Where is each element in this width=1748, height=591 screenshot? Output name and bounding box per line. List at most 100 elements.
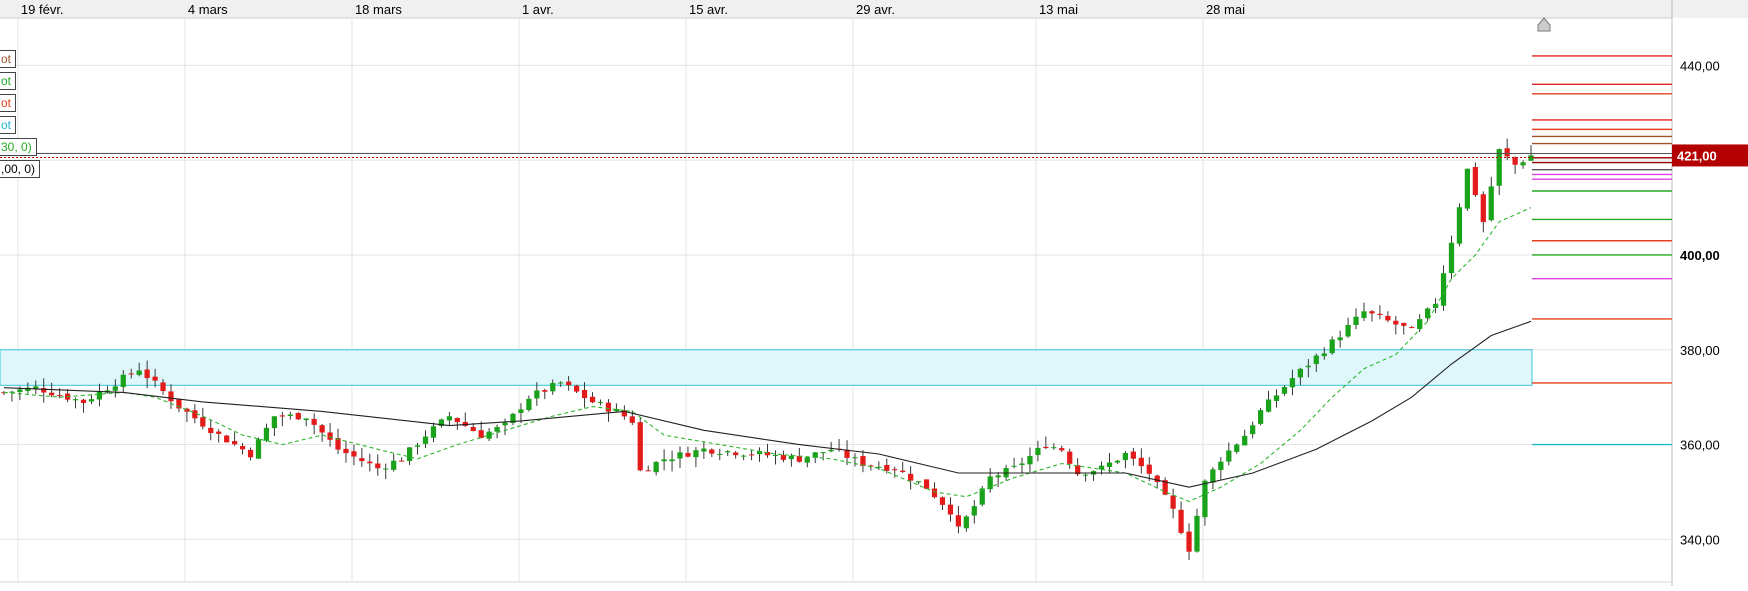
candle-body	[1011, 465, 1017, 467]
candle-body	[80, 399, 87, 404]
candle-body	[558, 382, 564, 384]
candle-body	[828, 449, 834, 452]
candle-body	[717, 454, 723, 456]
candle-body	[224, 435, 230, 443]
candle-body	[1210, 469, 1216, 483]
candle-body	[852, 457, 858, 459]
candle-body	[136, 370, 142, 375]
x-tick-label: 1 avr.	[522, 2, 554, 17]
candle-body	[605, 402, 612, 412]
candle-body	[1027, 455, 1033, 465]
candle-body	[669, 459, 675, 462]
candle-body	[748, 454, 755, 456]
candle-body	[1186, 531, 1192, 552]
candle-body	[311, 418, 317, 425]
candle-body	[637, 422, 643, 471]
candle-body	[1130, 451, 1136, 459]
candle-body	[780, 455, 787, 460]
candle-body	[1480, 194, 1486, 222]
legend-item[interactable]: ot	[0, 72, 17, 90]
last-price-label: 421,00	[1677, 148, 1717, 163]
y-tick-label: 440,00	[1680, 58, 1720, 73]
candle-body	[1305, 365, 1311, 368]
candle-body	[1242, 435, 1248, 446]
support-zone-band	[0, 349, 1533, 386]
candle-body	[184, 408, 190, 412]
candle-body	[613, 408, 620, 412]
candle-body	[908, 473, 914, 481]
candle-body	[1194, 515, 1200, 552]
x-tick-label: 29 avr.	[856, 2, 895, 17]
candle-body	[900, 470, 906, 472]
y-tick-label: 340,00	[1680, 532, 1720, 547]
candle-body	[1043, 446, 1049, 449]
candle-body	[820, 452, 826, 454]
candle-body	[804, 457, 810, 463]
candle-body	[518, 409, 524, 413]
scroll-home-icon[interactable]	[1537, 17, 1551, 32]
candle-body	[629, 416, 635, 423]
candle-body	[88, 399, 95, 402]
x-tick-label: 18 mars	[355, 2, 402, 17]
legend-item[interactable]: ot	[0, 116, 17, 134]
candle-body	[335, 438, 341, 450]
candle-body	[399, 460, 405, 462]
x-tick-label: 28 mai	[1206, 2, 1245, 17]
candle-body	[701, 448, 707, 452]
candle-body	[200, 417, 206, 427]
y-axis-labels: 440,00 400,00 380,00 360,00 340,00	[1680, 58, 1720, 547]
candle-body	[947, 504, 954, 515]
legend-item[interactable]: ,00, 0)	[0, 160, 41, 178]
candle-body	[1369, 311, 1375, 314]
candle-body	[1154, 475, 1160, 482]
candle-body	[1019, 463, 1025, 465]
candle-body	[510, 413, 516, 423]
candle-body	[693, 450, 699, 458]
candle-body	[812, 452, 818, 458]
legend-item[interactable]: ot	[0, 94, 17, 112]
candle-body	[160, 382, 166, 392]
candle-body	[176, 399, 182, 409]
candle-body	[96, 391, 103, 400]
candle-body	[1098, 465, 1105, 470]
legend-item[interactable]: 30, 0)	[0, 138, 37, 156]
candle-body	[868, 465, 874, 467]
candle-body	[876, 466, 882, 468]
candle-body	[1281, 387, 1288, 394]
candle-body	[939, 497, 946, 505]
y-tick-label: 380,00	[1680, 343, 1720, 358]
candle-body	[1353, 316, 1359, 325]
candle-body	[192, 410, 198, 419]
candle-body	[1385, 315, 1391, 321]
candle-body	[470, 426, 476, 432]
candle-body	[351, 451, 357, 457]
candle-body	[1106, 462, 1113, 468]
candle-body	[1456, 207, 1463, 244]
candle-body	[422, 436, 429, 444]
candle-body	[144, 369, 150, 379]
candle-body	[796, 455, 802, 462]
candle-body	[9, 391, 15, 393]
candle-body	[1162, 480, 1168, 495]
legend-item[interactable]: ot	[0, 50, 17, 68]
candle-body	[923, 479, 930, 489]
candle-body	[1226, 450, 1232, 462]
candle-body	[295, 413, 301, 420]
last-price-badge	[1672, 144, 1748, 167]
candle-body	[120, 374, 126, 388]
last-price-marker: 421,00	[0, 144, 1748, 167]
candle-body	[343, 448, 349, 454]
candle-body	[319, 425, 325, 433]
candle-body	[1178, 509, 1184, 533]
candle-body	[17, 389, 23, 393]
candle-body	[462, 421, 468, 426]
candle-body	[1067, 451, 1073, 464]
candle-body	[1035, 447, 1041, 456]
candle-body	[931, 488, 938, 498]
candle-body	[995, 475, 1001, 478]
candle-body	[41, 388, 47, 393]
candle-body	[645, 470, 651, 472]
candle-body	[303, 418, 309, 421]
